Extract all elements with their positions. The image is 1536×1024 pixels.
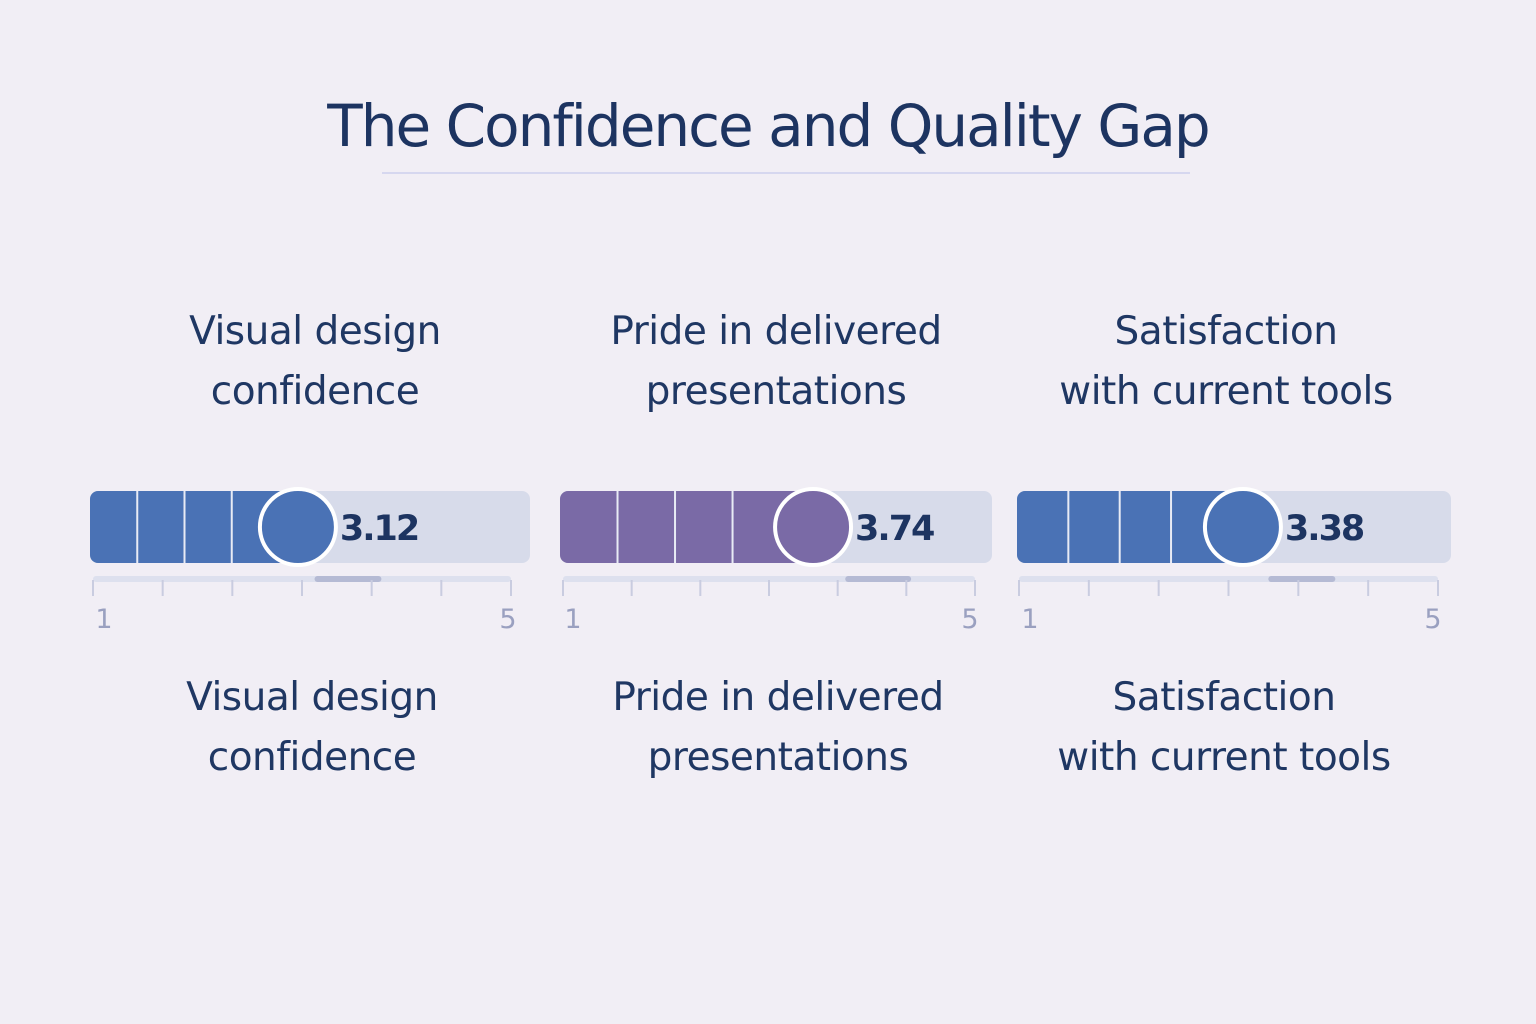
gauge-knob <box>1202 487 1283 567</box>
label-line-2: with current tools <box>1057 735 1391 780</box>
label-line-2: confidence <box>207 735 417 780</box>
gauge-knob <box>773 487 854 567</box>
bottom-label-visual-design: Visual design confidence <box>82 668 542 788</box>
bottom-label-pride: Pride in delivered presentations <box>548 668 1008 788</box>
chart-title: The Confidence and Quality Gap <box>327 92 1210 160</box>
label-line-2: confidence <box>210 369 420 414</box>
top-label-pride: Pride in delivered presentations <box>546 302 1006 422</box>
axis-highlight <box>314 576 382 582</box>
label-line-1: Pride in delivered <box>610 309 942 354</box>
axis-tick-label-min: 1 <box>95 604 112 635</box>
gauge-value-label: 3.38 <box>1285 509 1364 549</box>
gauge-fill <box>90 491 298 563</box>
gauge-knob <box>257 487 338 567</box>
axis-tick-label-max: 5 <box>961 604 978 635</box>
gauge-value-label: 3.12 <box>340 509 418 549</box>
label-line-1: Visual design <box>189 309 441 354</box>
axis-track <box>93 576 511 582</box>
axis-highlight <box>1268 576 1336 582</box>
label-line-1: Satisfaction <box>1112 675 1336 720</box>
gauge-fill <box>1017 491 1243 563</box>
label-line-2: with current tools <box>1059 369 1393 414</box>
label-line-1: Visual design <box>186 675 438 720</box>
title-divider <box>382 172 1190 174</box>
bottom-label-satisfaction: Satisfaction with current tools <box>994 668 1454 788</box>
top-label-visual-design: Visual design confidence <box>85 302 545 422</box>
axis-tick-label-min: 1 <box>564 604 581 635</box>
top-label-satisfaction: Satisfaction with current tools <box>996 302 1456 422</box>
gauge-fill <box>560 491 814 563</box>
axis-highlight <box>845 576 912 582</box>
label-line-1: Satisfaction <box>1114 309 1338 354</box>
label-line-2: presentations <box>647 735 909 780</box>
axis-tick-label-max: 5 <box>499 604 516 635</box>
label-line-1: Pride in delivered <box>612 675 944 720</box>
gauge-value-label: 3.74 <box>855 509 934 549</box>
axis-tick-label-max: 5 <box>1424 604 1441 635</box>
axis-tick-label-min: 1 <box>1021 604 1038 635</box>
label-line-2: presentations <box>645 369 907 414</box>
